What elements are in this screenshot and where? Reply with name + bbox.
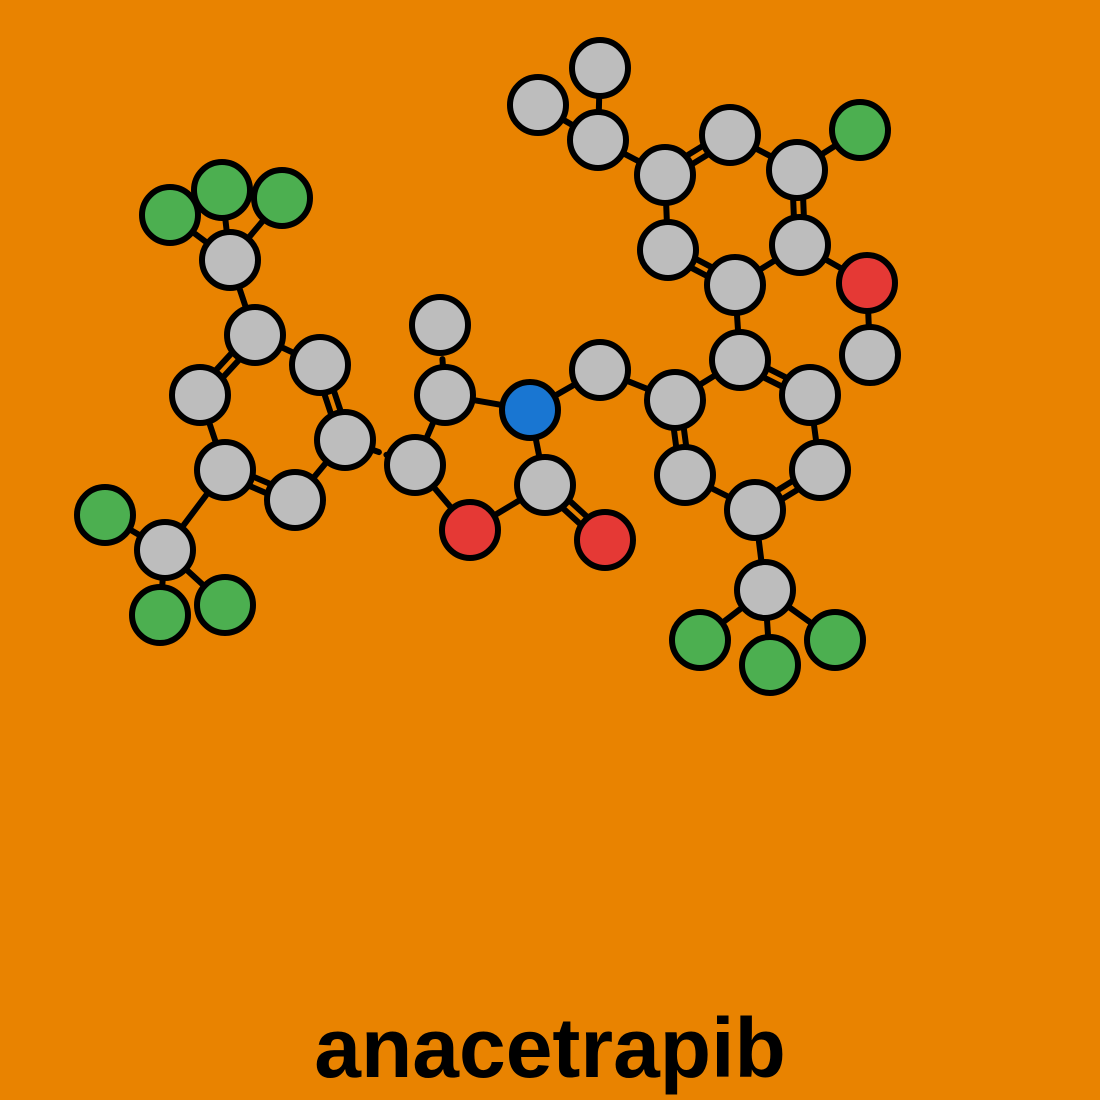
- molecule-svg: [0, 0, 1100, 1100]
- molecule-diagram: anacetrapib: [0, 0, 1100, 1100]
- compound-name: anacetrapib: [0, 1000, 1100, 1097]
